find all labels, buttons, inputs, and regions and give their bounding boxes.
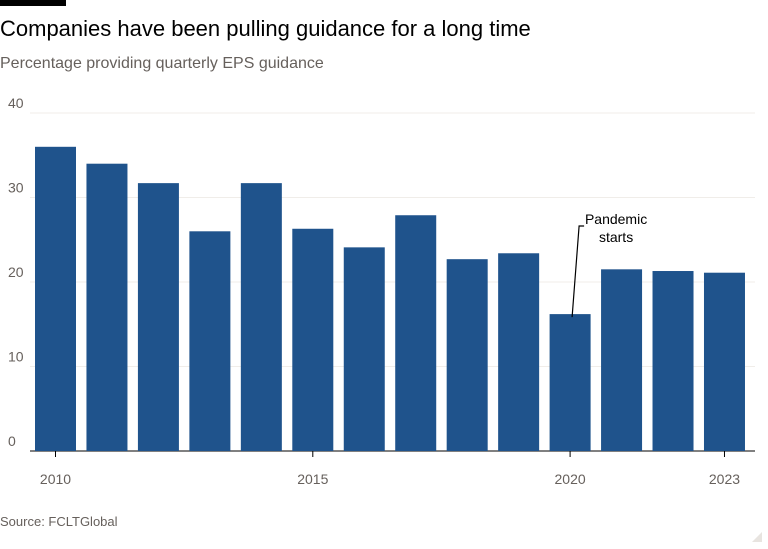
bar-2010 — [35, 146, 76, 452]
bar-2015 — [292, 228, 334, 451]
bar-2023 — [703, 272, 745, 451]
brand-bar — [0, 0, 66, 6]
bar-2021 — [601, 269, 643, 451]
x-tick-label: 2010 — [40, 471, 71, 487]
annotation-leader-line — [571, 225, 585, 318]
x-tick-label: 2020 — [555, 471, 586, 487]
bar-2018 — [446, 259, 488, 451]
bar-2013 — [189, 231, 231, 451]
bar-2022 — [652, 271, 694, 451]
x-tick-label: 2015 — [297, 471, 328, 487]
corner-mark — [752, 532, 762, 542]
x-tick-label: 2023 — [709, 471, 740, 487]
bar-2020 — [549, 314, 591, 451]
y-tick-label: 30 — [8, 180, 24, 196]
bar-2017 — [395, 215, 437, 451]
y-tick-label: 10 — [8, 349, 24, 365]
chart-title: Companies have been pulling guidance for… — [0, 16, 531, 41]
bar-2011 — [86, 163, 128, 451]
bar-2019 — [498, 253, 540, 451]
source-note: Source: FCLTGlobal — [0, 514, 118, 529]
bar-2016 — [343, 247, 385, 451]
chart-subtitle: Percentage providing quarterly EPS guida… — [0, 55, 324, 72]
y-tick-label: 40 — [8, 95, 24, 111]
bar-2014 — [240, 183, 282, 451]
annotation-line-1: Pandemic — [585, 211, 647, 227]
bar-2012 — [137, 183, 179, 451]
y-tick-label: 20 — [8, 264, 24, 280]
annotation-line-2: starts — [599, 229, 633, 245]
y-tick-label: 0 — [8, 433, 16, 449]
